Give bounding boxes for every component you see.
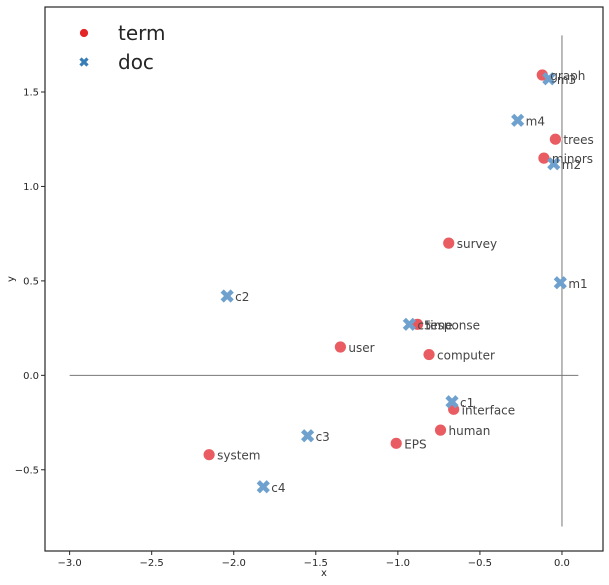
point-label-c2: c2: [235, 290, 249, 304]
y-tick-label: 0.0: [23, 371, 39, 382]
doc-point-c4: [256, 480, 270, 494]
x-axis-label: x: [321, 568, 327, 579]
x-axis-ticks: −3.0 −2.5 −2.0 −1.5 −1.0 −0.5 0.0: [57, 551, 570, 569]
term-point-computer: [422, 348, 436, 361]
term-point-user: [334, 340, 347, 354]
plot-frame: [44, 6, 604, 552]
legend: term doc: [79, 21, 166, 74]
point-label-m2: m2: [562, 158, 581, 172]
doc-point-c2: [220, 289, 234, 303]
doc-point-m1: [553, 276, 567, 290]
point-label-m4: m4: [526, 114, 545, 128]
point-label-m3: m3: [557, 73, 576, 87]
y-axis-label: y: [6, 276, 17, 282]
reference-lines: [69, 35, 579, 527]
point-label-computer: computer: [437, 349, 495, 363]
y-tick-label: 1.0: [23, 182, 39, 193]
y-tick-label: −0.5: [15, 465, 39, 476]
point-label-minors: minors: [552, 152, 593, 166]
legend-label-term: term: [118, 21, 166, 45]
point-label-eps: EPS: [404, 437, 426, 451]
legend-label-doc: doc: [118, 50, 154, 74]
doc-point-m2: [547, 157, 561, 171]
point-label-c5: c5: [417, 318, 431, 332]
doc-point-m4: [511, 113, 525, 127]
x-tick-label: −1.5: [304, 558, 328, 569]
point-label-response: response: [426, 318, 481, 332]
point-label-user: user: [348, 341, 374, 355]
point-label-time: time: [426, 318, 453, 332]
x-tick-label: −2.0: [222, 558, 246, 569]
x-tick-label: −2.5: [140, 558, 164, 569]
x-tick-label: −3.0: [57, 558, 81, 569]
doc-point-c3: [300, 429, 315, 443]
term-point-human: [434, 423, 447, 437]
term-point-minors: [537, 151, 551, 165]
legend-marker-doc: [79, 57, 89, 67]
point-label-graph: graph: [550, 69, 585, 83]
point-label-system: system: [217, 449, 260, 463]
point-label-human: human: [449, 424, 491, 438]
y-tick-label: 0.5: [23, 276, 39, 287]
point-label-c3: c3: [316, 430, 330, 444]
x-tick-label: 0.0: [554, 558, 570, 569]
y-axis-ticks: −0.5 0.0 0.5 1.0 1.5: [15, 88, 45, 476]
point-label-m1: m1: [568, 277, 587, 291]
x-tick-label: −1.0: [386, 558, 410, 569]
data-points: [202, 68, 567, 494]
point-label-c1: c1: [460, 396, 474, 410]
point-label-survey: survey: [457, 237, 497, 251]
y-tick-label: 1.5: [23, 88, 39, 99]
term-point-eps: [389, 436, 403, 450]
point-label-trees: trees: [563, 133, 593, 147]
doc-point-m3: [542, 72, 556, 86]
point-label-interface: interface: [462, 403, 516, 417]
doc-point-c5: [402, 317, 416, 331]
term-point-survey: [442, 236, 456, 250]
term-point-system: [202, 448, 216, 462]
doc-point-c1: [445, 395, 459, 409]
point-label-c4: c4: [271, 481, 285, 495]
legend-marker-term: [79, 28, 89, 38]
x-tick-label: −0.5: [468, 558, 492, 569]
term-point-trees: [549, 132, 562, 146]
